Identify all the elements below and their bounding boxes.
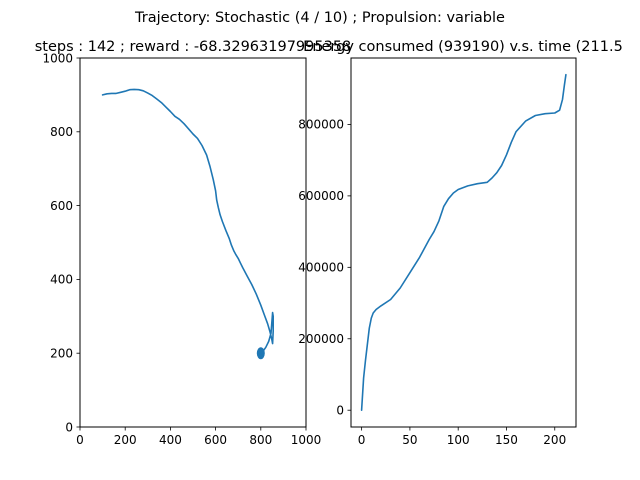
left-y-tick-label: 400: [50, 273, 73, 287]
right-plot-area: [360, 73, 567, 412]
left-y-tick-label: 600: [50, 199, 73, 213]
right-x-tick-label: 100: [447, 433, 470, 447]
left-y-tick-label: 0: [65, 420, 73, 434]
right-series-line-0: [360, 73, 567, 412]
right-axes-title: Energy consumed (939190) v.s. time (211.…: [303, 39, 623, 55]
left-y-tick-label: 1000: [42, 51, 73, 65]
right-x-tick-label: 50: [402, 433, 417, 447]
left-y-tick-label: 800: [50, 125, 73, 139]
left-axes-frame: [79, 57, 307, 428]
right-x-tick-label: 200: [543, 433, 566, 447]
right-y-tick-label: 0: [336, 404, 344, 418]
left-series-line-0: [101, 88, 275, 353]
figure-suptitle: Trajectory: Stochastic (4 / 10) ; Propul…: [134, 10, 505, 26]
left-axes-title: steps : 142 ; reward : -68.3296319799535…: [35, 39, 352, 55]
right-y-tick-label: 200000: [298, 332, 344, 346]
left-x-tick-label: 0: [76, 433, 84, 447]
right-axes: Energy consumed (939190) v.s. time (211.…: [298, 39, 623, 447]
right-x-tick-label: 150: [495, 433, 518, 447]
left-x-tick-label: 400: [159, 433, 182, 447]
right-x-tick-label: 0: [358, 433, 366, 447]
right-y-tick-label: 600000: [298, 189, 344, 203]
left-axes: steps : 142 ; reward : -68.3296319799535…: [35, 39, 352, 447]
left-y-tick-label: 200: [50, 347, 73, 361]
left-x-tick-label: 1000: [291, 433, 322, 447]
left-end-marker-cluster: [256, 347, 265, 360]
right-y-tick-label: 400000: [298, 261, 344, 275]
right-y-tick-label: 800000: [298, 118, 344, 132]
left-x-tick-label: 800: [249, 433, 272, 447]
left-plot-area: [101, 88, 275, 360]
right-axes-frame: [350, 57, 577, 428]
left-x-tick-label: 600: [204, 433, 227, 447]
left-x-tick-label: 200: [114, 433, 137, 447]
